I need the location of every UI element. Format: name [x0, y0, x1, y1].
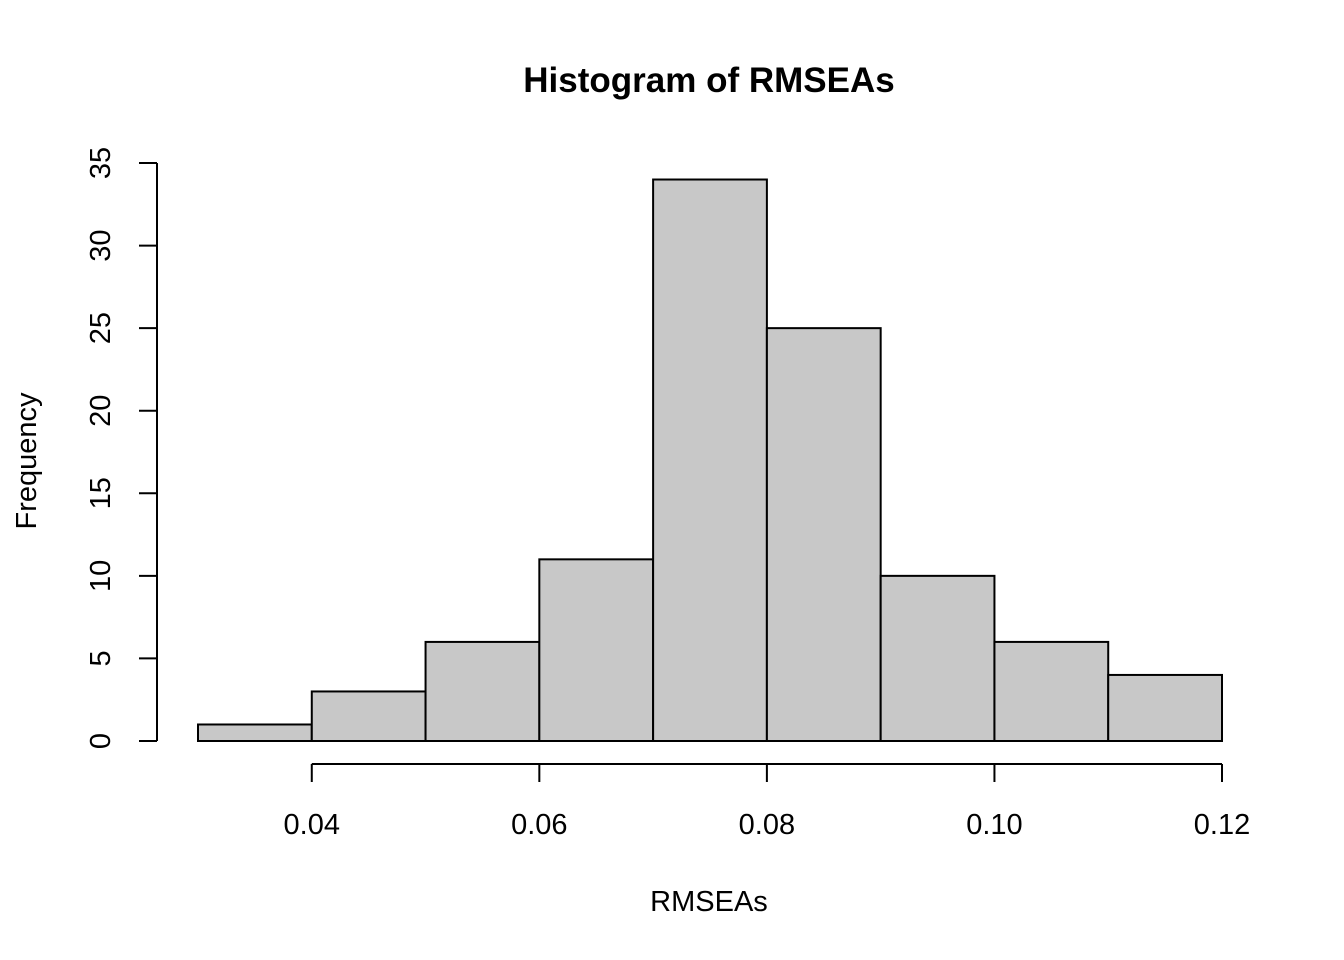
y-tick-label: 30 — [85, 229, 117, 261]
y-tick-label: 15 — [85, 477, 117, 509]
x-axis: 0.04 0.06 0.08 0.10 0.12 — [284, 763, 1250, 841]
chart-title: Histogram of RMSEAs — [523, 61, 894, 100]
x-axis-label: RMSEAs — [650, 886, 768, 918]
y-tick-label: 5 — [85, 650, 117, 666]
x-tick-label: 0.08 — [739, 809, 795, 841]
histogram-bar-3 — [538, 558, 655, 742]
histogram-bar-2 — [424, 640, 541, 743]
y-axis-label: Frequency — [11, 392, 43, 530]
histogram-bar-5 — [765, 327, 882, 742]
histogram-bar-8 — [1107, 673, 1223, 743]
y-tick-label: 35 — [85, 147, 117, 179]
histogram-bar-0 — [197, 723, 313, 743]
histogram-bar-4 — [652, 178, 768, 742]
y-tick-label: 0 — [85, 733, 117, 749]
y-axis: 0 5 10 15 20 25 30 35 — [85, 147, 158, 749]
histogram-bar-6 — [879, 574, 996, 742]
y-tick-label: 25 — [85, 312, 117, 344]
x-tick-label: 0.10 — [966, 809, 1022, 841]
x-tick-label: 0.06 — [511, 809, 567, 841]
x-tick-label: 0.04 — [284, 809, 340, 841]
x-tick-label: 0.12 — [1194, 809, 1250, 841]
histogram-bar-1 — [310, 690, 427, 743]
histogram-bar-7 — [993, 640, 1110, 743]
y-tick-label: 20 — [85, 395, 117, 427]
bars-group — [197, 178, 1223, 743]
y-tick-label: 10 — [85, 560, 117, 592]
